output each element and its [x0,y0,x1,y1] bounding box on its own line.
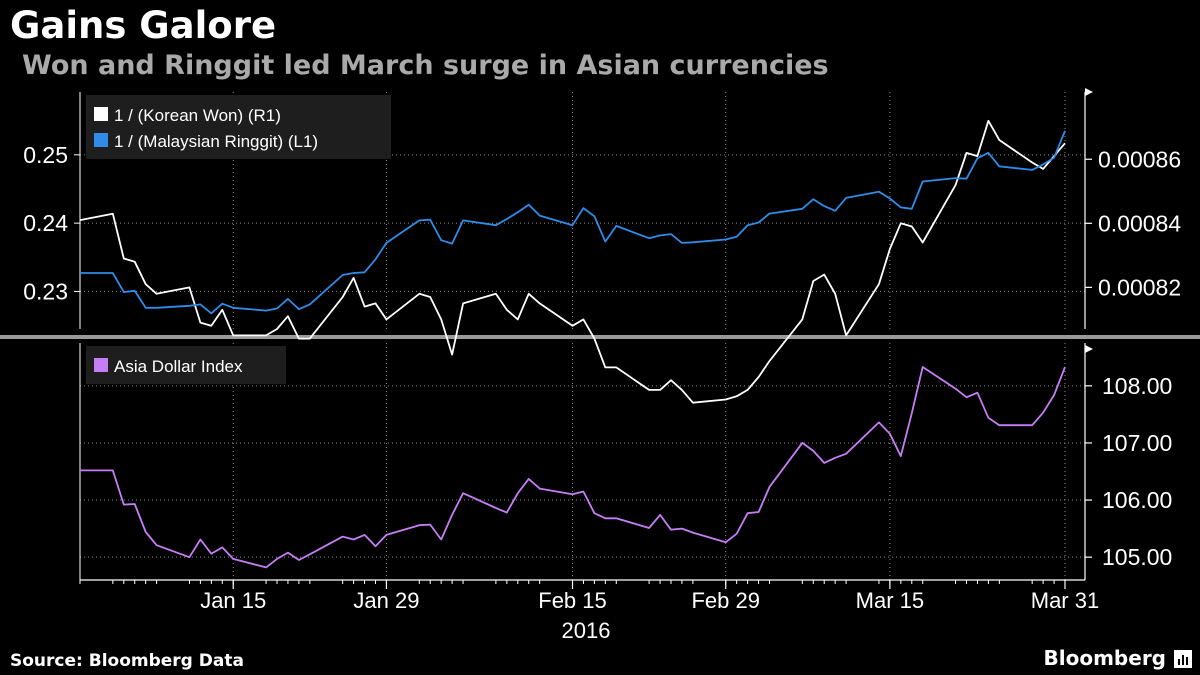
x-tick-label: Jan 29 [353,588,419,613]
bottom-right-axis-tick-label: 105.00 [1102,544,1172,570]
chart-lines [79,119,1066,569]
top-right-axis-arrow [1085,88,1093,96]
legend-label-asia-dollar: Asia Dollar Index [114,357,243,376]
bottom-right-axis-arrow [1085,345,1093,353]
x-tick-label: Feb 29 [691,588,760,613]
right-axis-tick-label: 0.00086 [1098,146,1181,172]
legend-swatch-asia-dollar [94,358,108,372]
korean-won-line [79,119,1066,404]
x-tick-label: Mar 31 [1031,588,1099,613]
x-tick-label: Feb 15 [538,588,607,613]
bottom-right-axis-tick-label: 106.00 [1102,487,1172,513]
left-axis-tick-label: 0.23 [23,278,68,304]
top-legend-box [86,95,391,159]
legend-swatch-won [94,107,108,121]
top-panel-legend: 1 / (Korean Won) (R1) 1 / (Malaysian Ring… [86,95,391,159]
right-axis-tick-label: 0.00082 [1098,274,1181,300]
malaysian-ringgit-line [80,130,1066,315]
legend-label-ringgit: 1 / (Malaysian Ringgit) (L1) [114,132,318,151]
bottom-right-axis-tick-label: 107.00 [1102,430,1172,456]
source-note: Source: Bloomberg Data [10,651,244,671]
chart-axes: Jan 15 Jan 29 Feb 15 Feb 29 Mar 15 Mar 31 2016… [0,88,1200,640]
chart-area: Jan 15 Jan 29 Feb 15 Feb 29 Mar 15 Mar 31 2016… [0,88,1200,640]
bottom-right-axis-tick-label: 108.00 [1102,373,1172,399]
x-tick-label: Jan 15 [200,588,266,613]
left-axis-tick-label: 0.24 [23,210,68,236]
asia-dollar-index-line [80,366,1066,569]
bottom-legend-box [86,346,286,384]
legend-label-won: 1 / (Korean Won) (R1) [114,106,281,125]
brand-logo: Bloomberg [1043,646,1166,670]
chart-title: Gains Galore [10,4,277,47]
chart-subtitle: Won and Ringgit led March surge in Asian… [22,50,829,81]
bloomberg-terminal-icon [1174,650,1192,668]
bottom-panel-legend: Asia Dollar Index [86,346,286,384]
x-tick-label: Mar 15 [856,588,924,613]
left-axis-tick-label: 0.25 [23,142,68,168]
right-axis-tick-label: 0.00084 [1098,210,1181,236]
x-axis-year-label: 2016 [562,618,611,640]
legend-swatch-ringgit [94,133,108,147]
